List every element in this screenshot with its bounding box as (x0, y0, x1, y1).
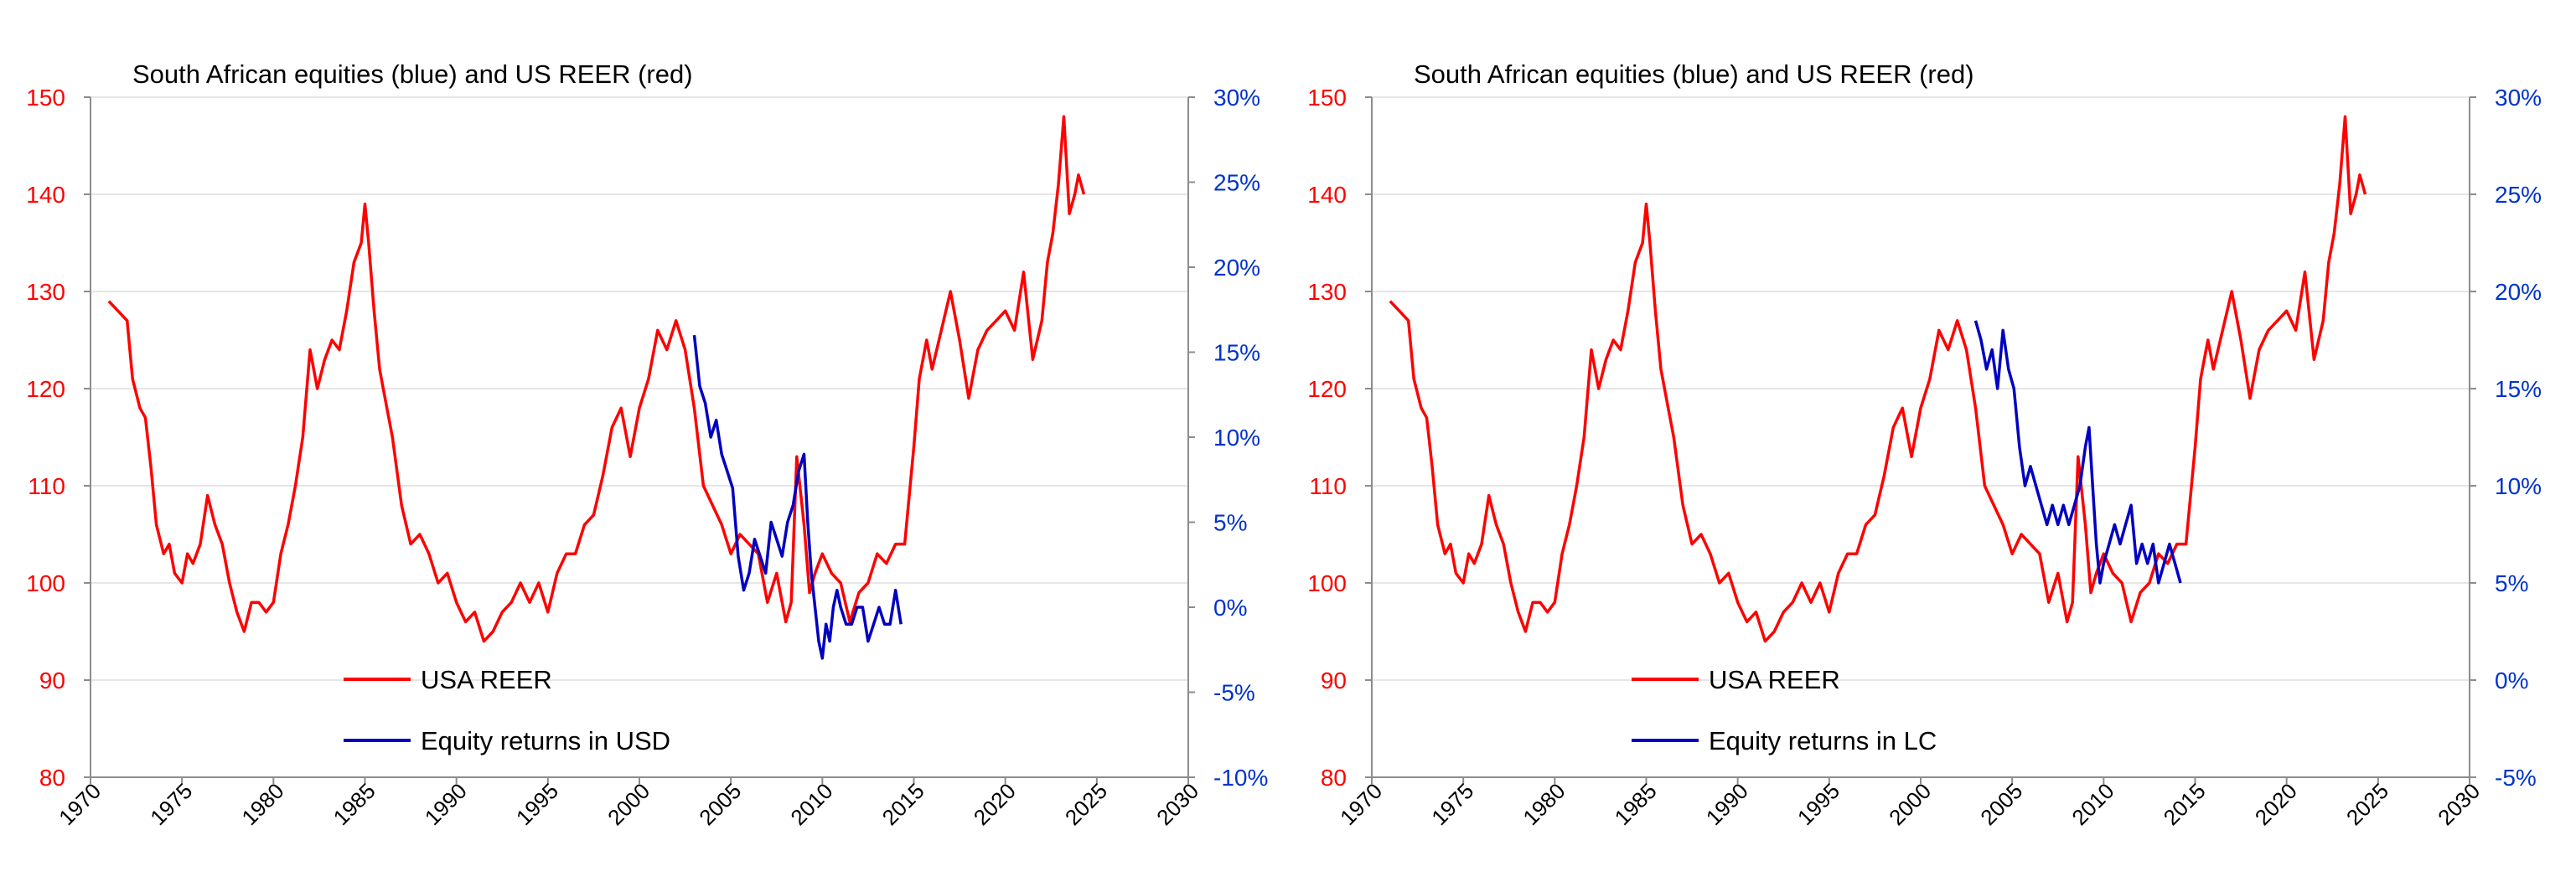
axes (84, 96, 1195, 784)
x-tick-label: 1990 (1701, 778, 1753, 830)
x-tick-label: 2025 (2341, 778, 2393, 830)
y-left-tick-label: 130 (26, 279, 65, 305)
x-tick-label: 1995 (1792, 778, 1844, 830)
series-line-reer (1389, 115, 2367, 643)
x-tick-label: 1980 (236, 778, 288, 830)
y-left-tick-labels: 80 90 100 110 120 130 140 150 (1307, 85, 1347, 791)
y-left-tick-label: 150 (26, 85, 65, 111)
x-tick-label: 1985 (1610, 778, 1662, 830)
series-lines (107, 115, 1086, 660)
x-tick-label: 1980 (1518, 778, 1570, 830)
y-right-tick-label: 0% (2495, 668, 2528, 693)
x-tick-label: 1990 (420, 778, 472, 830)
y-right-tick-labels: -5% 0% 5% 10% 15% 20% 25% 30% (2495, 85, 2542, 791)
x-tick-label: 2010 (785, 778, 837, 830)
x-tick-label: 2015 (2159, 778, 2211, 830)
x-tick-label: 2000 (1884, 778, 1936, 830)
y-right-tick-label: 30% (1213, 85, 1260, 111)
x-tick-label: 1995 (511, 778, 563, 830)
x-tick-label: 2030 (2433, 778, 2485, 830)
y-left-tick-label: 80 (1321, 765, 1347, 791)
y-left-tick-label: 140 (26, 182, 65, 208)
y-left-tick-label: 120 (26, 376, 65, 402)
y-right-tick-label: -10% (1213, 765, 1268, 791)
gridlines (1372, 96, 2470, 681)
x-tick-label: 2010 (2066, 778, 2118, 830)
legend: USA REER Equity returns in USD (344, 665, 670, 755)
axes (1365, 96, 2476, 784)
chart-panel-right: 1970 1975 1980 1985 1990 1995 2000 2005 2010 2015… (1288, 0, 2576, 888)
x-tick-label: 2030 (1151, 778, 1203, 830)
x-tick-label: 2025 (1060, 778, 1112, 830)
y-right-tick-label: 20% (2495, 279, 2542, 305)
y-left-tick-label: 90 (1321, 668, 1347, 693)
x-tick-label: 2000 (603, 778, 654, 830)
chart-title: South African equities (blue) and US REE… (132, 59, 693, 89)
y-right-tick-label: -5% (1213, 680, 1255, 706)
y-right-tick-label: 10% (1213, 425, 1260, 451)
x-tick-label: 1975 (145, 778, 197, 830)
x-tick-label: 1975 (1426, 778, 1478, 830)
chart-panel-left: 1970 1975 1980 1985 1990 1995 2000 2005 2010 2015… (0, 0, 1288, 888)
legend-label-equity: Equity returns in USD (421, 726, 670, 755)
y-right-tick-label: 5% (2495, 570, 2528, 596)
legend-label-equity: Equity returns in LC (1709, 726, 1937, 755)
y-right-tick-label: -5% (2495, 765, 2537, 791)
y-right-tick-label: 25% (2495, 182, 2542, 208)
y-left-tick-label: 100 (26, 570, 65, 596)
x-tick-label: 1985 (328, 778, 380, 830)
y-left-tick-label: 100 (1307, 570, 1347, 596)
y-left-tick-label: 150 (1307, 85, 1347, 111)
series-lines (1389, 115, 2367, 643)
chart-left-svg: 1970 1975 1980 1985 1990 1995 2000 2005 2010 2015… (26, 59, 1268, 830)
x-tick-label: 2020 (969, 778, 1021, 830)
y-right-tick-label: 15% (2495, 376, 2542, 402)
x-tick-label: 2005 (694, 778, 746, 830)
y-right-tick-label: 30% (2495, 85, 2542, 111)
series-line-reer (107, 115, 1086, 643)
chart-title: South African equities (blue) and US REE… (1414, 59, 1974, 89)
x-tick-label: 2015 (877, 778, 929, 830)
series-line-equity (1973, 320, 2182, 585)
y-right-tick-label: 25% (1213, 170, 1260, 196)
y-right-tick-labels: -10% -5% 0% 5% 10% 15% 20% 25% 30% (1213, 85, 1268, 791)
y-left-tick-label: 140 (1307, 182, 1347, 208)
legend-label-reer: USA REER (421, 665, 552, 694)
y-left-tick-label: 80 (39, 765, 65, 791)
y-right-tick-label: 10% (2495, 473, 2542, 499)
legend: USA REER Equity returns in LC (1632, 665, 1937, 755)
legend-label-reer: USA REER (1709, 665, 1840, 694)
y-right-tick-label: 5% (1213, 510, 1247, 536)
x-tick-label: 2005 (1975, 778, 2027, 830)
y-left-tick-label: 110 (28, 473, 65, 499)
x-tick-labels: 1970 1975 1980 1985 1990 1995 2000 2005 2010 2015… (1335, 778, 2485, 830)
y-left-tick-label: 130 (1307, 279, 1347, 305)
y-left-tick-label: 90 (39, 668, 65, 693)
y-left-tick-label: 110 (1309, 473, 1347, 499)
y-right-tick-label: 15% (1213, 340, 1260, 366)
gridlines (91, 96, 1188, 681)
y-left-tick-labels: 80 90 100 110 120 130 140 150 (26, 85, 65, 791)
y-right-tick-label: 0% (1213, 595, 1247, 621)
x-tick-label: 2020 (2250, 778, 2302, 830)
x-tick-labels: 1970 1975 1980 1985 1990 1995 2000 2005 2010 2015… (54, 778, 1203, 830)
chart-right-svg: 1970 1975 1980 1985 1990 1995 2000 2005 2010 2015… (1307, 59, 2542, 830)
y-right-tick-label: 20% (1213, 255, 1260, 281)
y-left-tick-label: 120 (1307, 376, 1347, 402)
series-line-equity (692, 335, 903, 660)
